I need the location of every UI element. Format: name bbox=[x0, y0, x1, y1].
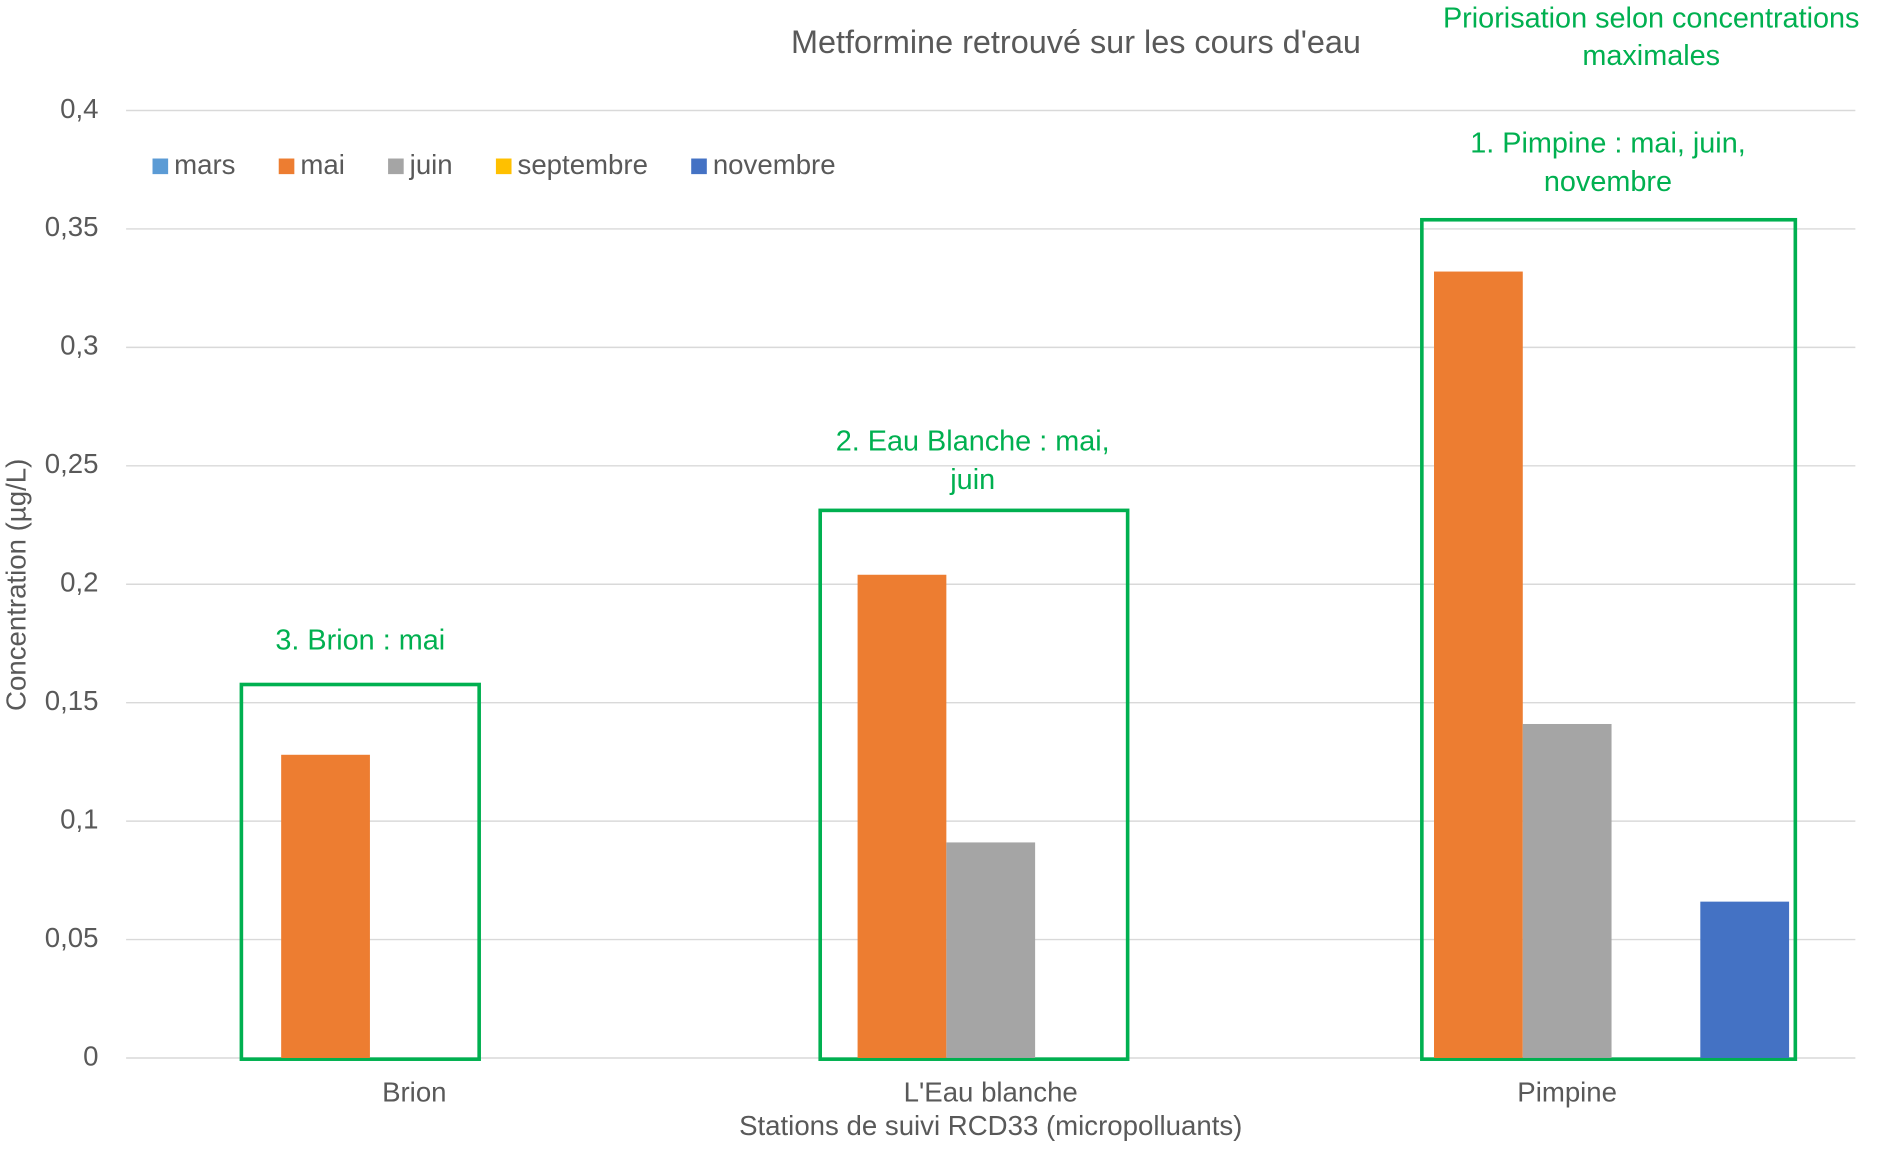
annotation: 3. Brion : mai bbox=[275, 624, 446, 657]
bar bbox=[281, 754, 370, 1058]
bar bbox=[1522, 723, 1612, 1058]
y-tick-label: 0,05 bbox=[45, 922, 99, 953]
legend-swatch bbox=[152, 158, 169, 175]
bar bbox=[1434, 271, 1523, 1058]
annotation-title: Priorisation selon concentrations maxima… bbox=[1442, 2, 1860, 73]
annotation-box bbox=[818, 508, 1130, 1061]
legend-label: septembre bbox=[518, 149, 648, 180]
legend-label: novembre bbox=[713, 149, 836, 180]
legend-swatch bbox=[691, 158, 707, 175]
x-tick-label: Pimpine bbox=[1517, 1076, 1617, 1107]
legend-label: mars bbox=[174, 149, 235, 180]
bar bbox=[946, 842, 1036, 1058]
annotation-box-text: 2. Eau Blanche : mai, juin bbox=[835, 425, 1110, 496]
annotation: 2. Eau Blanche : mai, juin bbox=[835, 425, 1110, 496]
legend-swatch bbox=[388, 158, 404, 175]
legend-label: juin bbox=[409, 149, 453, 180]
legend-label: mai bbox=[300, 149, 345, 180]
y-tick-label: 0,3 bbox=[60, 330, 98, 361]
y-tick-label: 0,1 bbox=[60, 803, 98, 834]
annotation-box bbox=[239, 682, 481, 1061]
y-tick-label: 0,2 bbox=[60, 567, 98, 598]
bar bbox=[1700, 901, 1790, 1058]
x-tick-label: L'Eau blanche bbox=[904, 1076, 1078, 1107]
annotation-box-text: 1. Pimpine : mai, juin, novembre bbox=[1470, 127, 1746, 199]
annotation-box bbox=[1420, 217, 1798, 1061]
y-tick-label: 0,35 bbox=[45, 211, 99, 242]
y-tick-label: 0,15 bbox=[45, 685, 99, 716]
legend-swatch bbox=[278, 158, 295, 175]
annotation-title-box: Priorisation selon concentrations maxima… bbox=[1442, 2, 1860, 73]
legend-swatch bbox=[495, 158, 512, 175]
x-tick-label: Brion bbox=[382, 1076, 446, 1107]
y-tick-label: 0,25 bbox=[45, 448, 99, 479]
bar bbox=[857, 574, 947, 1058]
annotation-box-text: 3. Brion : mai bbox=[275, 624, 446, 657]
y-tick-label: 0 bbox=[83, 1040, 98, 1071]
y-axis-label: Concentration (µg/L) bbox=[0, 459, 31, 711]
chart-title: Metformine retrouvé sur les cours d'eau bbox=[791, 24, 1361, 60]
y-tick-label: 0,4 bbox=[60, 93, 98, 124]
annotation: 1. Pimpine : mai, juin, novembre bbox=[1470, 127, 1746, 199]
x-axis-label: Stations de suivi RCD33 (micropolluants) bbox=[739, 1110, 1242, 1141]
